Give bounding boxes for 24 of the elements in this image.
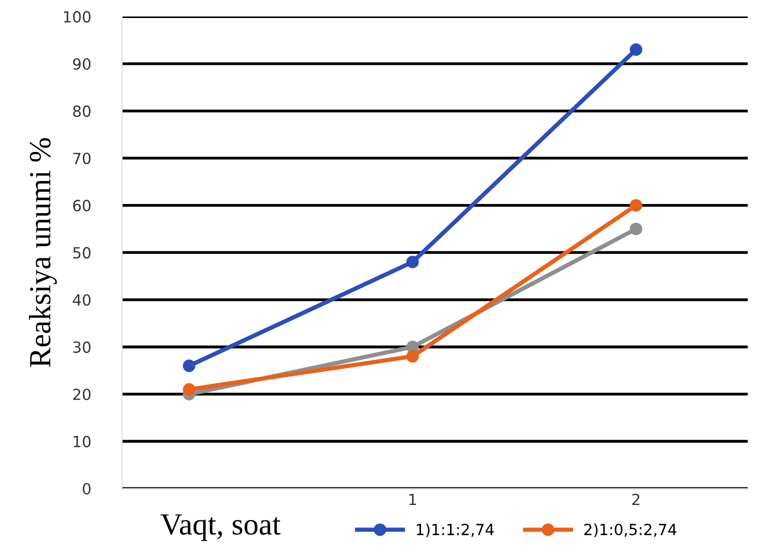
- y-tick-label: 60: [73, 200, 91, 212]
- y-tick-label: 100: [64, 11, 91, 23]
- y-axis-title: Reaksiya unumi %: [29, 138, 57, 368]
- y-tick-label: 10: [74, 436, 91, 448]
- point: [406, 256, 419, 268]
- y-tick-label: 0: [82, 482, 91, 495]
- point: [182, 383, 196, 396]
- point: [406, 350, 419, 363]
- y-tick-label: 80: [73, 105, 91, 117]
- y-tick-label: 40: [72, 294, 91, 306]
- x-axis-title: Vaqt, soat: [160, 514, 281, 541]
- x-tick-label: 1: [409, 494, 416, 505]
- y-tick-label: 90: [73, 58, 91, 70]
- x-tick-label: 2: [632, 494, 640, 505]
- y-tick-label: 20: [73, 388, 91, 400]
- point: [630, 199, 642, 212]
- point: [182, 360, 196, 372]
- legend-label: 2)1:0,5:2,74: [584, 523, 676, 538]
- point: [630, 222, 642, 236]
- point: [630, 43, 642, 56]
- legend-label: 1)1:1:2,74: [416, 523, 494, 538]
- y-tick-label: 50: [73, 247, 91, 259]
- y-tick-label: 30: [73, 341, 91, 353]
- y-tick-label: 70: [73, 152, 91, 164]
